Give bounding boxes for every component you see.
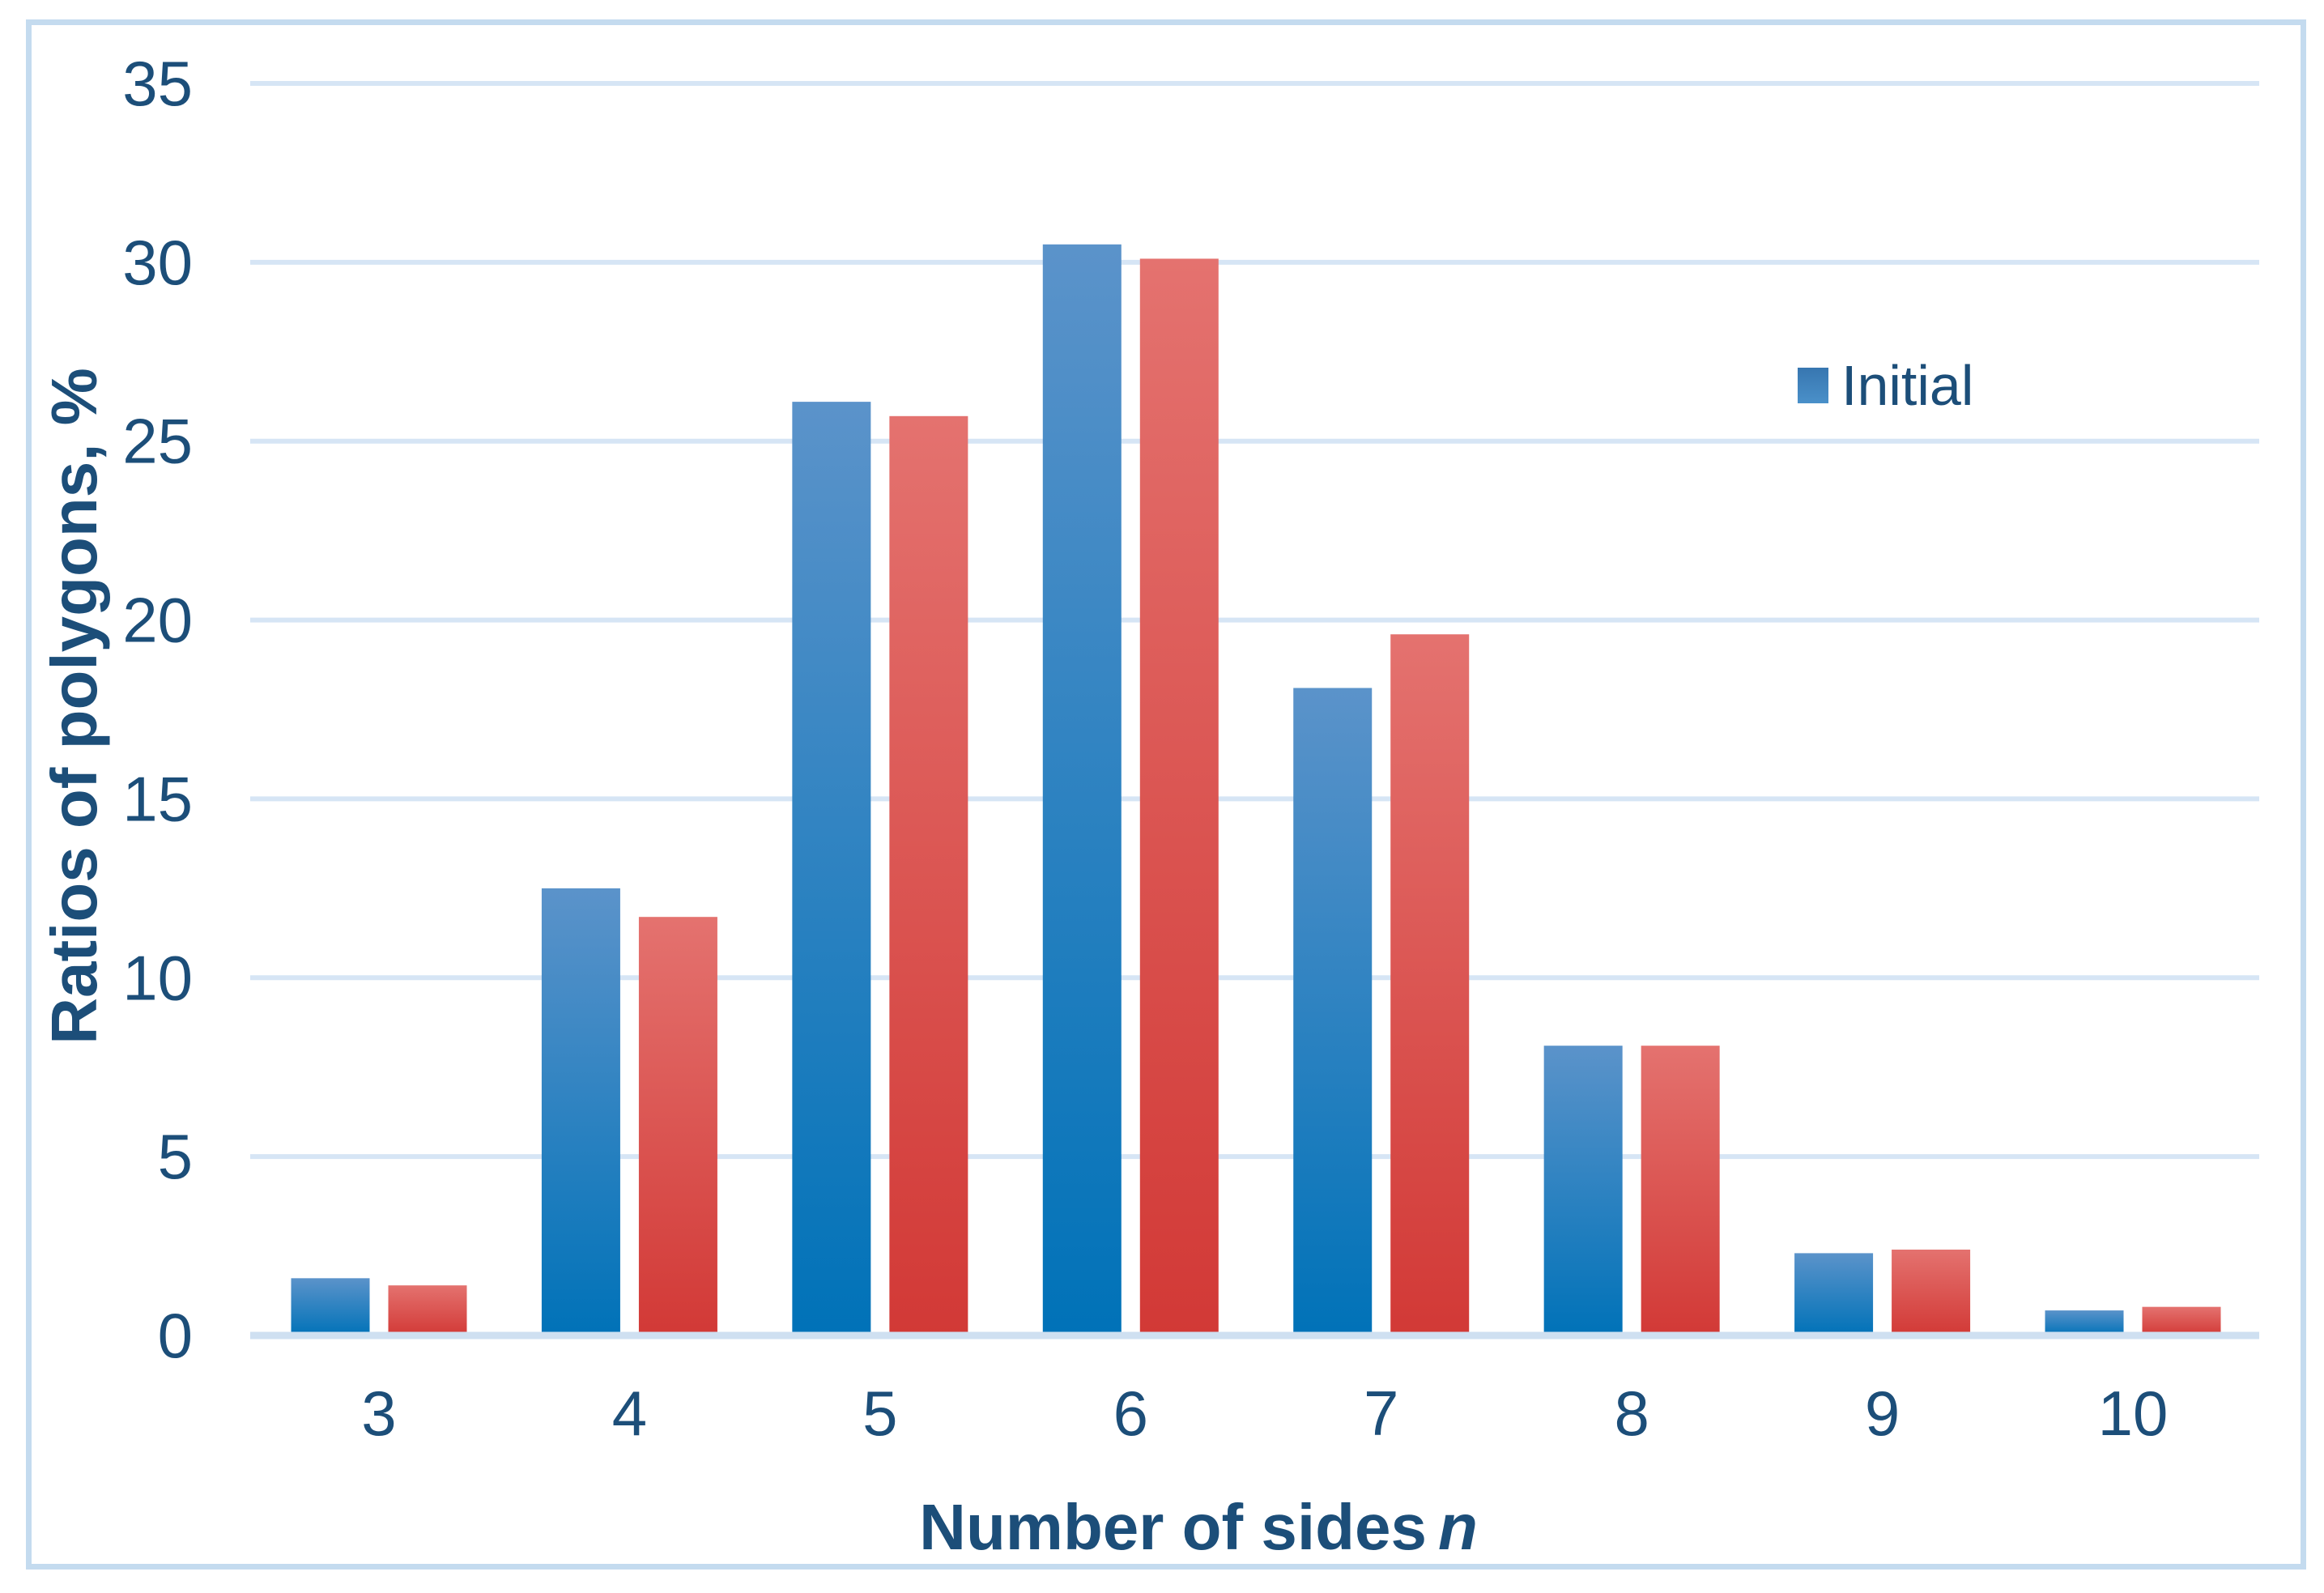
bar-series2-n4 bbox=[638, 917, 717, 1335]
y-tick-label-15: 15 bbox=[122, 763, 193, 834]
bar-series1-n7 bbox=[1293, 688, 1373, 1335]
x-tick-labels: 3 4 5 6 7 8 9 10 bbox=[361, 1378, 2168, 1449]
y-tick-label-5: 5 bbox=[158, 1121, 193, 1192]
bar-series2-n7 bbox=[1390, 634, 1470, 1335]
x-tick-label-6: 6 bbox=[1113, 1378, 1148, 1449]
x-tick-label-4: 4 bbox=[612, 1378, 647, 1449]
y-tick-label-25: 25 bbox=[122, 406, 193, 477]
x-tick-label-3: 3 bbox=[361, 1378, 396, 1449]
bar-series2-n6 bbox=[1139, 258, 1219, 1336]
legend-swatch-initial bbox=[1798, 368, 1828, 403]
bar-series1-n10 bbox=[2045, 1310, 2124, 1335]
bar-series2-n8 bbox=[1641, 1046, 1720, 1335]
x-axis-title-variable: n bbox=[1437, 1491, 1478, 1563]
bar-series1-n3 bbox=[291, 1278, 370, 1335]
y-axis-title: Ratios of polygons, % bbox=[38, 368, 110, 1045]
bar-series1-n5 bbox=[792, 402, 871, 1335]
legend: Initial bbox=[1798, 353, 1973, 418]
bar-series1-n9 bbox=[1794, 1253, 1874, 1335]
x-axis-title: Number of sides n bbox=[919, 1490, 1478, 1565]
x-tick-label-5: 5 bbox=[862, 1378, 897, 1449]
x-tick-label-7: 7 bbox=[1364, 1378, 1398, 1449]
x-axis-title-text: Number of sides bbox=[919, 1491, 1427, 1563]
y-tick-label-30: 30 bbox=[122, 227, 193, 298]
x-tick-label-10: 10 bbox=[2098, 1378, 2169, 1449]
x-tick-label-8: 8 bbox=[1614, 1378, 1649, 1449]
y-tick-label-10: 10 bbox=[122, 942, 193, 1013]
legend-label-initial: Initial bbox=[1841, 354, 1974, 417]
bar-series1-n8 bbox=[1543, 1046, 1623, 1335]
bar-series2-n3 bbox=[388, 1285, 467, 1335]
bars bbox=[291, 244, 2221, 1336]
y-tick-label-20: 20 bbox=[122, 585, 193, 656]
x-tick-label-9: 9 bbox=[1865, 1378, 1900, 1449]
bar-series2-n5 bbox=[889, 415, 968, 1335]
bar-series2-n9 bbox=[1892, 1249, 1971, 1335]
y-tick-labels: 0 5 10 15 20 25 30 35 bbox=[122, 48, 193, 1371]
bar-series2-n10 bbox=[2142, 1306, 2221, 1335]
bar-series1-n4 bbox=[541, 888, 620, 1335]
y-tick-label-35: 35 bbox=[122, 48, 193, 119]
y-tick-label-0: 0 bbox=[158, 1300, 193, 1371]
bar-series1-n6 bbox=[1042, 244, 1122, 1335]
chart-frame-border bbox=[26, 19, 2306, 1570]
